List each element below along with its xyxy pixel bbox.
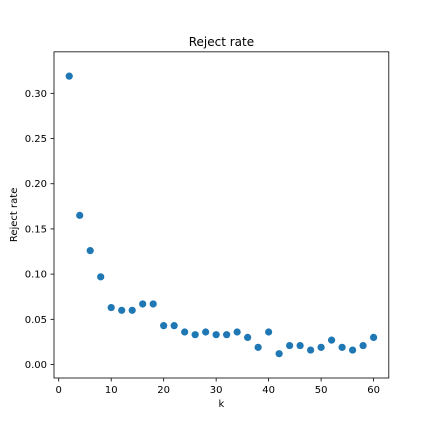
x-tick-label: 40 [262, 385, 275, 396]
data-point [76, 211, 84, 219]
data-point [348, 346, 357, 354]
y-tick-label: 0.20 [25, 179, 47, 190]
data-point [191, 331, 199, 339]
x-tick-label: 60 [367, 385, 380, 396]
data-point [149, 300, 157, 308]
data-point [160, 322, 168, 330]
chart-title: Reject rate [189, 35, 254, 49]
x-tick-label: 50 [315, 385, 328, 396]
data-point [244, 333, 252, 342]
data-point [181, 328, 189, 336]
y-tick-label: 0.05 [25, 315, 47, 326]
data-point [212, 331, 220, 339]
data-point [369, 333, 378, 342]
data-point [296, 341, 304, 350]
data-point [233, 328, 241, 336]
data-point [86, 247, 94, 255]
y-tick-label: 0.25 [25, 134, 47, 145]
y-tick-label: 0.10 [25, 270, 47, 281]
data-point [202, 328, 210, 336]
data-point [338, 343, 346, 351]
axes-frame [53, 51, 390, 379]
x-axis-label: k [219, 399, 225, 410]
data-point [139, 300, 147, 308]
ticks: 0 10 20 30 40 50 60 0.00 0.05 0.10 0.15 0.20 0.25 0.3… [25, 89, 380, 396]
data-point [286, 341, 294, 350]
data-point [265, 328, 273, 336]
data-point [97, 273, 105, 281]
y-tick-label: 0.00 [25, 360, 47, 371]
data-point [128, 306, 136, 314]
data-point [359, 341, 367, 350]
x-tick-label: 10 [105, 385, 118, 396]
data-point [328, 336, 336, 344]
data-point [307, 346, 315, 354]
data-point [107, 303, 115, 312]
data-point [317, 343, 325, 351]
y-axis-label: Reject rate [9, 188, 20, 243]
data-point [275, 350, 283, 358]
y-tick-label: 0.15 [25, 224, 47, 235]
data-point [170, 322, 178, 330]
data-point [118, 306, 126, 314]
x-tick-label: 20 [157, 385, 170, 396]
y-tick-label: 0.30 [25, 89, 47, 100]
data-points [65, 72, 378, 358]
x-tick-label: 0 [56, 385, 62, 396]
x-tick-label: 30 [210, 385, 223, 396]
data-point [65, 72, 73, 80]
data-point [254, 343, 262, 351]
data-point [223, 331, 231, 339]
